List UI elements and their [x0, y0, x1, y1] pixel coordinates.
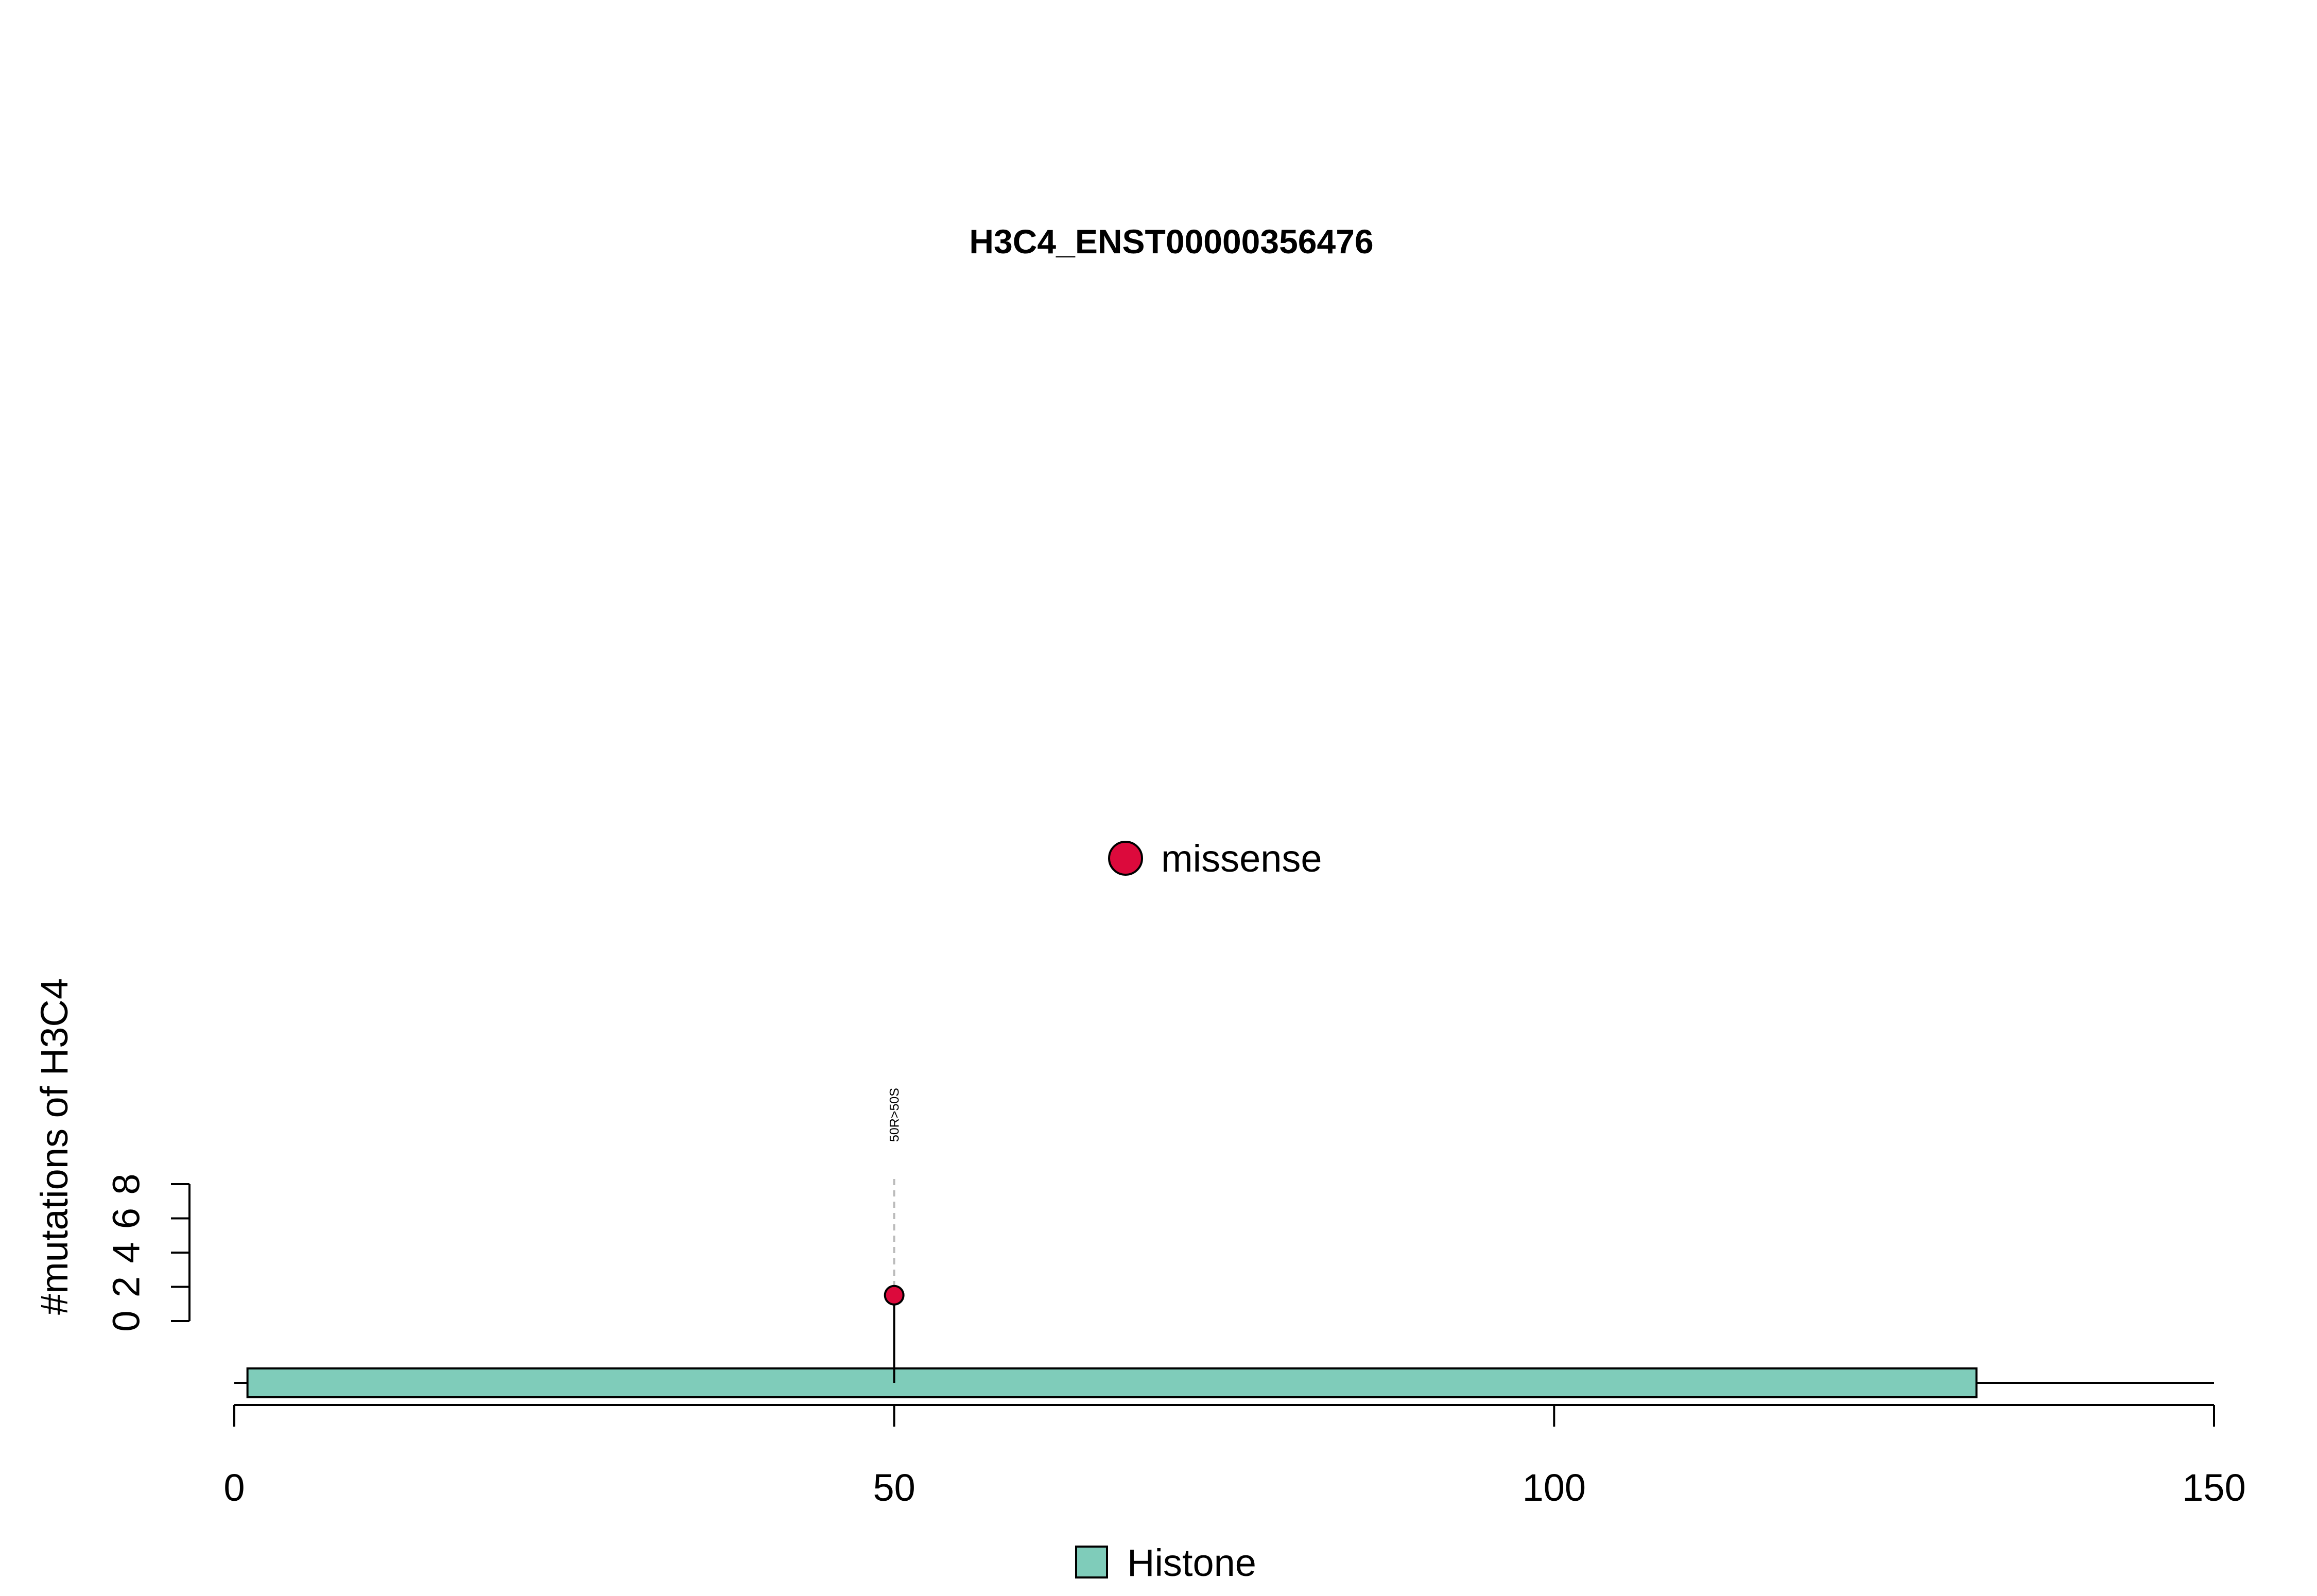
x-tick-label-0: 0 — [223, 1466, 245, 1509]
domain-histone — [246, 1367, 1978, 1398]
y-axis-label: #mutations of H3C4 — [33, 978, 76, 1315]
domain-layer — [246, 1367, 1978, 1398]
x-tick-label-150: 150 — [2182, 1466, 2245, 1509]
missense-legend-label: missense — [1161, 837, 1322, 880]
missense-legend-marker — [1108, 841, 1143, 876]
mutation-layer: 50R>50S — [884, 1088, 905, 1383]
y-tick-label-0: 0 — [105, 1310, 148, 1331]
x-tick-label-50: 50 — [873, 1466, 915, 1509]
y-tick-label-2: 2 — [105, 1276, 148, 1297]
mutation-type-legend: missense — [1108, 837, 1322, 880]
y-tick-label-6: 6 — [105, 1208, 148, 1229]
mutation-point — [884, 1285, 905, 1306]
chart-title: H3C4_ENST00000356476 — [969, 222, 1373, 261]
histone-legend-label: Histone — [1127, 1541, 1256, 1584]
y-tick-label-8: 8 — [105, 1173, 148, 1194]
x-axis: 0 50 100 150 — [223, 1404, 2246, 1509]
histone-legend-swatch — [1075, 1546, 1108, 1578]
y-tick-label-4: 4 — [105, 1242, 148, 1263]
x-tick-label-100: 100 — [1523, 1466, 1586, 1509]
mutation-label: 50R>50S — [888, 1088, 902, 1142]
domain-legend: Histone — [1075, 1541, 1256, 1584]
y-axis: 0 2 4 6 8 — [105, 1173, 191, 1332]
